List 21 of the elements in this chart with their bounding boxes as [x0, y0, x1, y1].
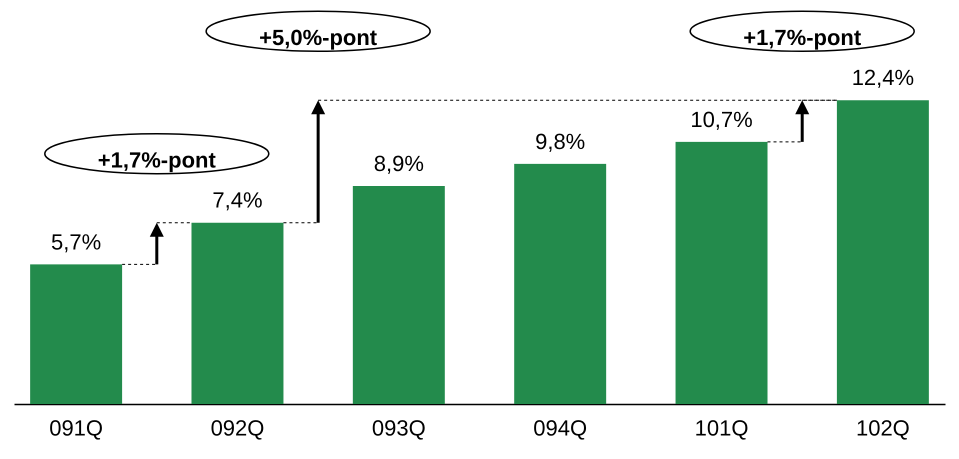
bar: [836, 100, 929, 404]
bar: [676, 142, 768, 404]
x-tick-label: 101Q: [694, 416, 748, 440]
x-tick-label: 091Q: [49, 416, 104, 440]
bar: [352, 186, 445, 404]
data-label: 9,8%: [535, 128, 586, 154]
bar: [191, 222, 284, 404]
x-tick-label: 094Q: [533, 416, 588, 440]
text: +5,0%-pont: [259, 25, 378, 50]
data-label: 8,9%: [374, 150, 424, 176]
x-tick-label: 093Q: [372, 416, 426, 440]
bar: [514, 164, 606, 404]
x-tick-label: 102Q: [856, 416, 910, 440]
bar: [30, 264, 122, 404]
data-label: 10,7%: [690, 106, 753, 132]
annotation: +1,7%-pont: [98, 148, 216, 173]
text: +1,7%-pont: [743, 25, 862, 50]
data-label: 7,4%: [212, 188, 263, 213]
data-label: 12,4%: [852, 65, 914, 90]
x-tick-label: 092Q: [210, 416, 264, 440]
data-label: 5,7%: [51, 229, 102, 254]
